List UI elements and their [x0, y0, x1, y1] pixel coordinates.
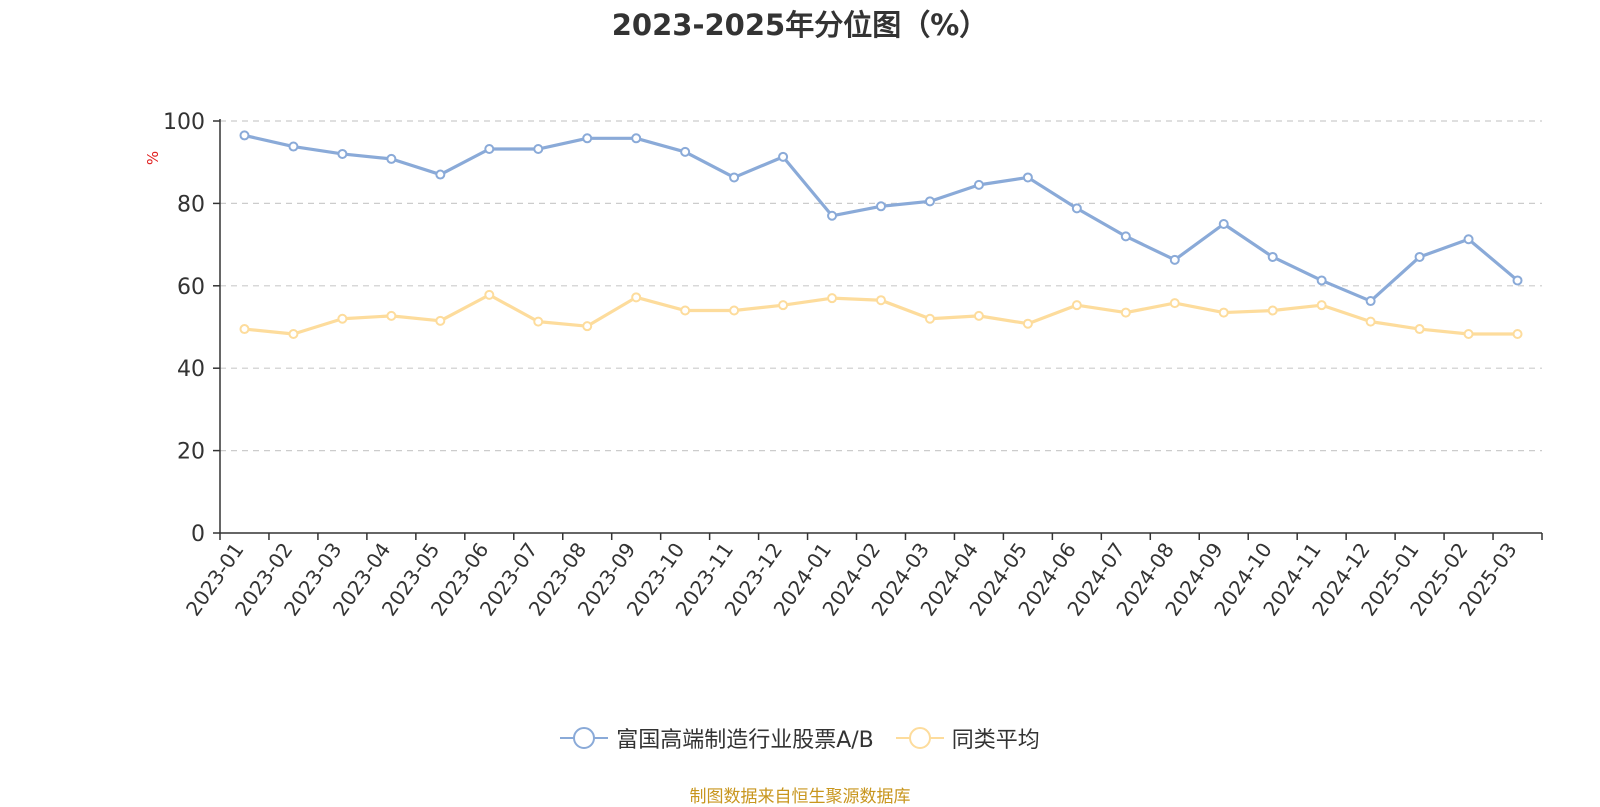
source-note: 制图数据来自恒生聚源数据库	[689, 787, 911, 807]
data-point[interactable]	[533, 144, 544, 155]
data-point[interactable]	[876, 295, 886, 306]
data-point[interactable]	[827, 293, 838, 304]
data-point[interactable]	[1022, 318, 1033, 329]
data-point[interactable]	[239, 324, 250, 335]
data-point[interactable]	[582, 133, 593, 144]
y-tick-label: 100	[163, 110, 205, 135]
legend-marker-icon	[560, 727, 609, 749]
data-point[interactable]	[1316, 300, 1327, 311]
data-point[interactable]	[924, 196, 935, 207]
data-point[interactable]	[239, 130, 250, 141]
data-point[interactable]	[1463, 234, 1474, 245]
data-point[interactable]	[1365, 296, 1376, 307]
y-tick-label: 40	[177, 357, 205, 382]
series-group	[239, 289, 1523, 340]
data-point[interactable]	[386, 310, 397, 321]
data-point[interactable]	[1218, 219, 1229, 229]
series-group	[239, 130, 1523, 307]
data-point[interactable]	[288, 141, 299, 152]
legend-marker-icon	[895, 727, 944, 749]
data-point[interactable]	[1120, 307, 1131, 318]
data-point[interactable]	[435, 169, 446, 180]
data-point[interactable]	[1022, 172, 1033, 183]
data-point[interactable]	[337, 148, 348, 159]
data-point[interactable]	[924, 313, 935, 324]
data-point[interactable]	[1218, 307, 1229, 318]
axes: 0204060801002023-012023-022023-032023-04…	[163, 110, 1543, 620]
data-point[interactable]	[1071, 300, 1082, 311]
data-point[interactable]	[827, 210, 838, 221]
data-point[interactable]	[1169, 298, 1180, 309]
y-tick-label: 0	[191, 522, 205, 547]
chart-title: 2023-2025年分位图（%）	[611, 8, 989, 42]
data-point[interactable]	[1414, 324, 1425, 335]
data-point[interactable]	[1463, 329, 1474, 340]
data-point[interactable]	[288, 329, 299, 340]
data-point[interactable]	[876, 201, 886, 212]
data-point[interactable]	[484, 144, 495, 155]
data-point[interactable]	[1365, 316, 1376, 327]
data-point[interactable]	[1267, 305, 1278, 316]
data-point[interactable]	[729, 172, 740, 183]
data-point[interactable]	[386, 153, 397, 164]
data-point[interactable]	[1267, 251, 1278, 262]
data-point[interactable]	[1316, 275, 1327, 286]
y-tick-label: 60	[177, 275, 205, 300]
y-tick-label: 20	[177, 440, 205, 465]
data-point[interactable]	[680, 305, 691, 316]
data-point[interactable]	[778, 300, 789, 311]
data-point[interactable]	[435, 315, 446, 326]
data-point[interactable]	[533, 316, 544, 327]
data-point[interactable]	[1169, 254, 1180, 265]
data-point[interactable]	[1414, 251, 1425, 262]
legend-item-peer-average[interactable]: 同类平均	[895, 722, 1040, 754]
data-point[interactable]	[337, 313, 348, 324]
data-point[interactable]	[729, 305, 740, 316]
data-point[interactable]	[680, 146, 691, 157]
data-point[interactable]	[582, 321, 593, 332]
y-axis-label: %	[144, 151, 162, 165]
data-point[interactable]	[631, 292, 642, 303]
y-tick-label: 80	[177, 192, 205, 217]
grid-lines	[220, 120, 1542, 452]
data-point[interactable]	[1512, 275, 1523, 286]
legend-item-main-fund[interactable]: 富国高端制造行业股票A/B	[560, 722, 874, 754]
data-point[interactable]	[1512, 329, 1523, 340]
data-point[interactable]	[631, 133, 642, 144]
data-point[interactable]	[973, 310, 984, 321]
legend-label: 富国高端制造行业股票A/B	[616, 728, 874, 753]
data-point[interactable]	[484, 289, 495, 300]
data-point[interactable]	[1120, 231, 1131, 242]
legend: 富国高端制造行业股票A/B 同类平均	[0, 722, 1600, 754]
series-line	[242, 133, 1520, 303]
data-point[interactable]	[1071, 203, 1082, 214]
data-point[interactable]	[973, 179, 984, 190]
data-point[interactable]	[778, 151, 789, 162]
series	[239, 130, 1523, 340]
legend-label: 同类平均	[951, 728, 1040, 753]
